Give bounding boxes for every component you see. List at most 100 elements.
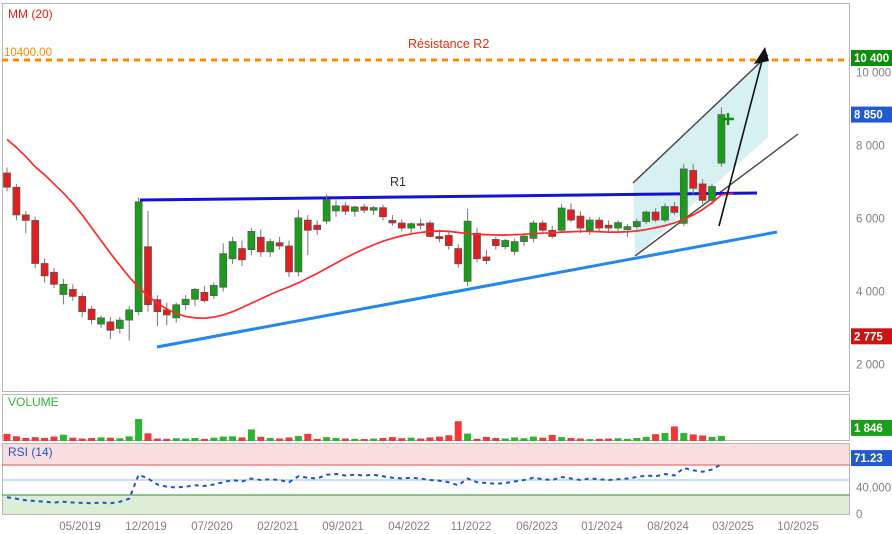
axis-badge-bg <box>851 106 892 123</box>
price-tick-label: 6 000 <box>856 214 885 226</box>
axis-badge-bg <box>851 50 892 66</box>
volume-bar <box>210 437 218 441</box>
support-trendline <box>156 230 778 349</box>
candle-body <box>200 291 209 302</box>
candle-body <box>341 205 350 212</box>
candle-body <box>360 206 369 211</box>
volume-bar <box>539 437 547 441</box>
volume-bar <box>341 438 349 441</box>
volume-bar <box>106 437 114 441</box>
volume-bar <box>464 433 472 441</box>
rsi-indicator-label: RSI (14) <box>8 445 53 459</box>
x-tick-label: 06/2023 <box>516 521 558 533</box>
candle-body <box>407 223 416 229</box>
volume-bar <box>614 438 622 441</box>
x-tick-label: 04/2022 <box>388 521 430 533</box>
candle-body <box>463 220 472 282</box>
x-tick-label: 10/2025 <box>777 521 819 533</box>
candle-body <box>632 221 641 227</box>
candle-body <box>294 217 303 273</box>
volume-bar <box>633 437 641 441</box>
volume-bar <box>229 436 237 441</box>
candle-body <box>172 304 181 319</box>
volume-bar <box>435 436 443 441</box>
volume-bar <box>323 437 331 441</box>
candle-body <box>209 285 218 296</box>
candle-body <box>482 256 491 261</box>
volume-bar <box>200 438 208 441</box>
candle-body <box>275 242 284 247</box>
volume-bar <box>426 437 434 441</box>
volume-bar <box>595 438 603 441</box>
volume-bar <box>388 437 396 441</box>
volume-bar <box>661 433 669 441</box>
rsi-overbought-zone <box>3 444 849 465</box>
candle-body <box>501 240 510 248</box>
candle-body <box>670 206 679 213</box>
axis-badge-text: 1 846 <box>854 423 883 435</box>
candle-body <box>125 309 134 321</box>
volume-bar <box>398 438 406 441</box>
volume-bar <box>285 437 293 441</box>
x-tick-label: 08/2024 <box>647 521 689 533</box>
candle-body <box>3 172 11 188</box>
candle-body <box>59 283 68 295</box>
volume-bar <box>360 439 368 441</box>
axis-badge-bg <box>851 450 892 467</box>
candle-body <box>228 241 237 260</box>
candle-body <box>595 219 604 229</box>
volume-bar <box>370 438 378 441</box>
candle-body <box>416 223 425 226</box>
candle-body <box>426 222 434 237</box>
axis-badge-text: 8 850 <box>854 110 883 122</box>
rsi-panel <box>2 444 850 514</box>
volume-bar <box>652 434 660 441</box>
candle-body <box>31 220 40 264</box>
candle-body <box>510 241 519 252</box>
candle-body <box>388 220 397 224</box>
volume-bar <box>586 439 594 441</box>
x-tick-label: 03/2025 <box>712 521 754 533</box>
volume-panel <box>3 419 725 441</box>
projection-arrow-head <box>754 47 769 64</box>
axis-badge-text: 10 400 <box>854 53 889 65</box>
candle-body <box>40 263 49 277</box>
price-tick-label: 8 000 <box>856 141 885 153</box>
rsi-tick-label: 0 <box>856 509 862 521</box>
volume-bar <box>135 419 143 441</box>
volume-bar <box>276 438 284 441</box>
candle-body <box>708 186 716 201</box>
axis-badge-text: 2 775 <box>854 331 883 343</box>
axis-badge: 10 400 <box>851 50 892 66</box>
volume-bar <box>50 436 58 441</box>
r1-label: R1 <box>390 175 406 189</box>
candle-body <box>50 271 58 285</box>
candle-body <box>322 199 331 222</box>
candle-body <box>247 231 256 250</box>
axis-badge: 71.23 <box>851 450 892 467</box>
volume-bar <box>191 437 199 441</box>
mm20-indicator-label: MM (20) <box>8 7 53 21</box>
volume-bar <box>407 437 415 441</box>
resistance-r1-line <box>139 191 758 202</box>
candle-body <box>661 206 669 221</box>
candle-body <box>191 289 199 300</box>
volume-bar <box>680 433 688 441</box>
channel-lower-line <box>634 133 799 257</box>
volume-bar <box>482 436 490 441</box>
x-tick-label: 09/2021 <box>322 521 364 533</box>
candle-body <box>12 186 21 216</box>
candle-body <box>473 232 481 260</box>
candle-body <box>651 211 660 221</box>
volume-bar <box>247 429 255 441</box>
candle-body <box>538 222 547 231</box>
x-axis: 05/2019 12/2019 07/2020 02/2021 09/2021 04/20… <box>59 521 819 533</box>
candle-body <box>144 246 152 306</box>
candle-body <box>115 319 124 329</box>
volume-bar <box>153 438 161 441</box>
volume-bar <box>567 437 575 441</box>
ascending-channel-fill <box>633 55 768 256</box>
candle-body <box>689 170 698 189</box>
volume-bar <box>548 434 556 441</box>
